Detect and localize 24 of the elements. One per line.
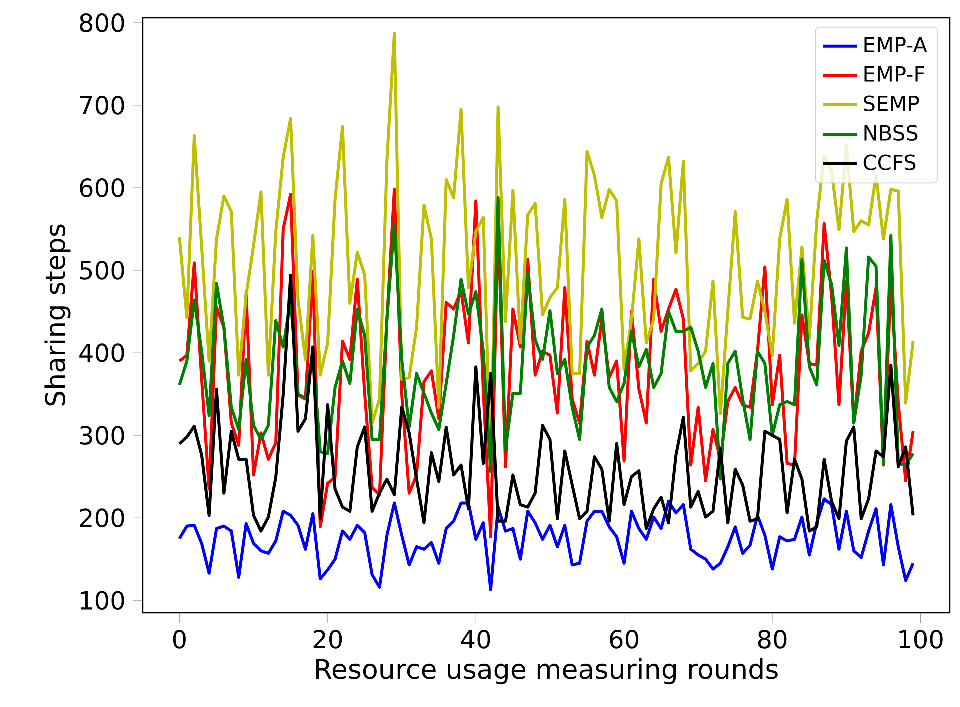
x-tick-label: 0 [173, 630, 186, 649]
y-tick-label: 200 [80, 508, 124, 528]
legend-label: NBSS [864, 125, 918, 142]
y-tick-label: 800 [80, 14, 124, 32]
legend-label: EMP-F [864, 66, 925, 82]
x-tick-label: 20 [314, 630, 342, 649]
y-tick-label: 600 [80, 178, 124, 198]
y-axis-title: Sharing steps [44, 224, 71, 406]
legend-label: CCFS [864, 154, 916, 171]
x-tick-label: 60 [610, 630, 638, 649]
x-tick-label: 80 [758, 630, 787, 649]
y-tick-label: 100 [81, 591, 124, 610]
x-tick-label: 40 [461, 630, 490, 649]
y-tick-label: 400 [80, 344, 124, 362]
y-tick-label: 300 [80, 426, 124, 445]
legend-label: SEMP [864, 96, 920, 112]
y-tick-label: 700 [80, 96, 124, 115]
line-series [178, 498, 915, 592]
line-series [178, 274, 915, 533]
legend-label: EMP-A [864, 37, 928, 53]
x-tick-label: 100 [900, 630, 943, 649]
x-axis-title: Resource usage measuring rounds [316, 658, 778, 685]
y-tick-label: 500 [80, 261, 124, 280]
line-series [178, 196, 915, 481]
